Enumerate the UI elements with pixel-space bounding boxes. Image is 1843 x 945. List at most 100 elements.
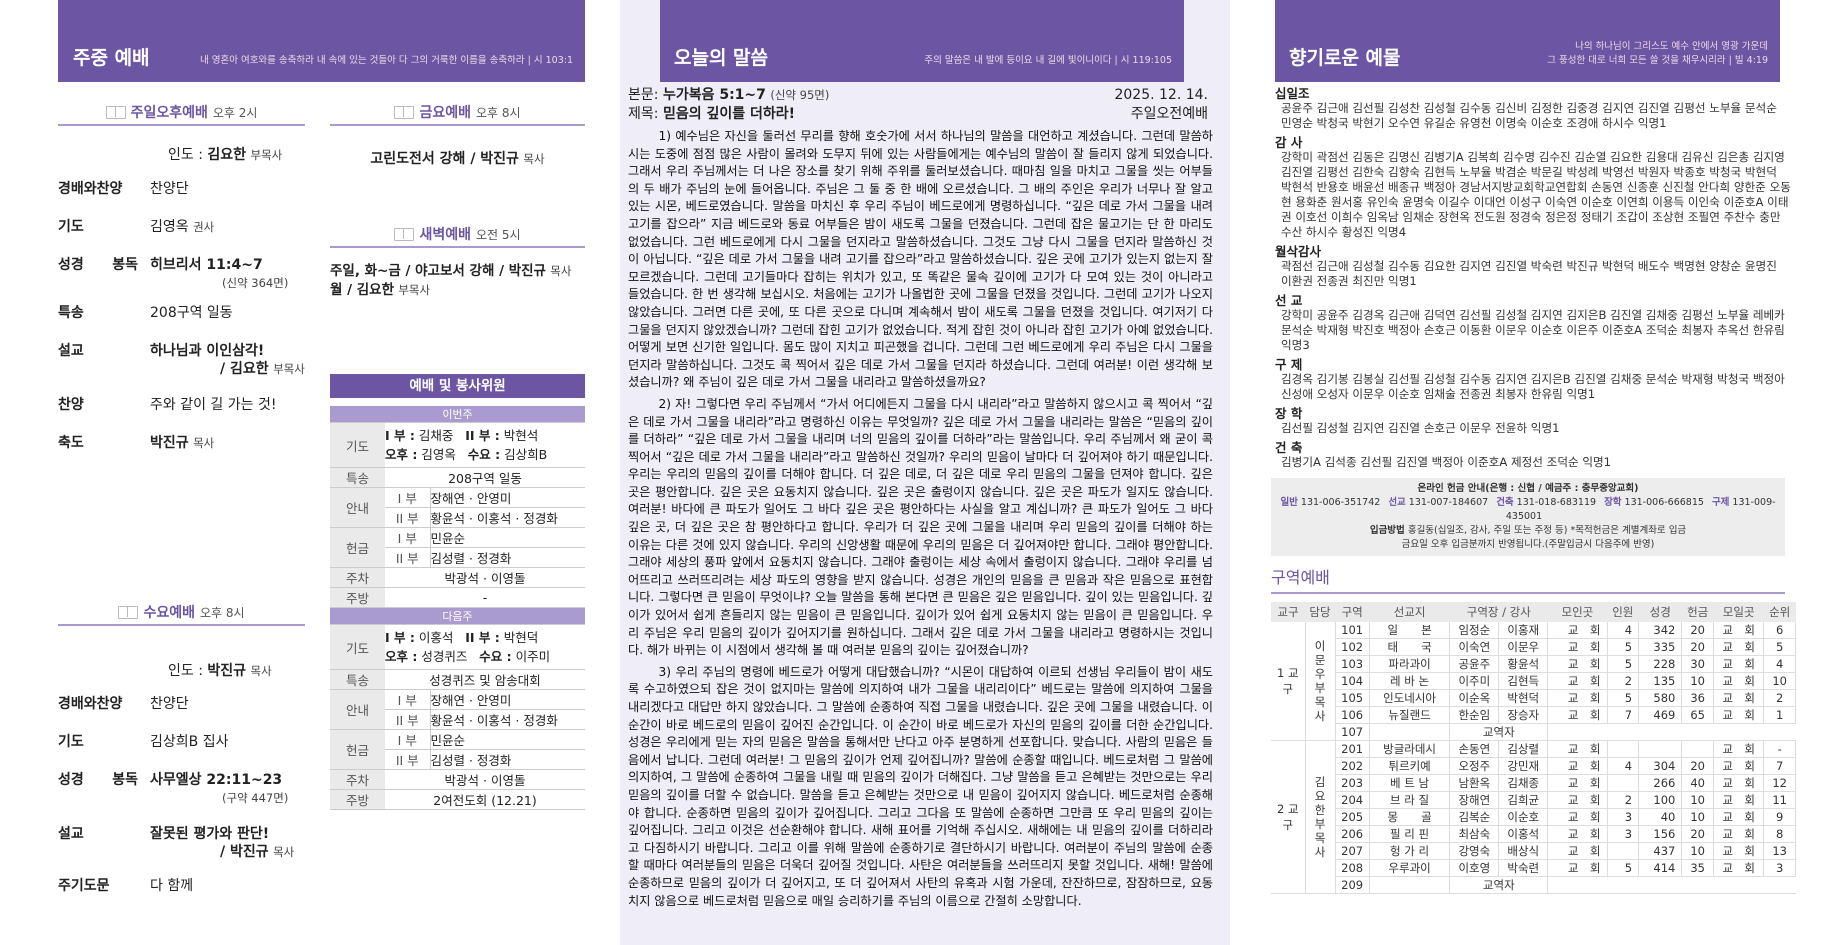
sunday-pm-section: 주일오후예배 오후 2시 인도 : 김요한 부목사 경배와찬양 찬양단 기도 김영옥 권… [58, 100, 305, 600]
offering-header: 향기로운 예물 나의 하나님이 그리스도 예수 안에서 영광 가운데 그 풍성한 … [1275, 0, 1780, 82]
offering-names: 김경옥 김기봉 김봉실 김선필 김성철 김수동 김지연 김지은B 김진열 김채중… [1281, 372, 1785, 401]
offering-category: 십일조 [1275, 86, 1310, 101]
offering-category: 장 학 [1275, 406, 1303, 421]
offering-names: 김선필 김성철 김지연 김진열 손호근 이문우 전윤하 익명1 [1281, 421, 1560, 435]
book-icon [394, 105, 415, 119]
account-type: 일반 [1280, 497, 1298, 508]
order-value: 주와 같이 길 가는 것! [150, 397, 277, 413]
sermon-panel [620, 0, 1230, 945]
sermon-panel-verse: 주의 말씀은 내 발에 등이요 내 길에 빛이니이다 | 시 119:105 [924, 55, 1172, 66]
account-type: 구제 [1711, 497, 1730, 508]
sermon-header: 오늘의 말씀 주의 말씀은 내 발에 등이요 내 길에 빛이니이다 | 시 11… [660, 0, 1184, 82]
left-header: 주중 예배 내 영혼아 여호와를 송축하라 내 속에 있는 것들아 다 그의 거… [58, 0, 585, 82]
duty-table-next-week: 다음주 기도 I 부 : 이홍석 II 부 : 박현덕 오후 : 성경퀴즈 수요 : … [330, 608, 585, 810]
column-header: 선교지 [1369, 602, 1450, 622]
table-row: 204 브 라 질 장해연 김희균 교 회 2 100 10 교 회 11 [1271, 791, 1796, 809]
order-label: 경배와찬양 [58, 696, 123, 712]
sermon-meta: 본문: 누가복음 5:1~7 (신약 95면) 2025. 12. 14. 제목:… [628, 87, 1208, 122]
offering-names: 김병기A 김석종 김선필 김진열 백정아 이준호A 제정선 조덕순 익명1 [1281, 455, 1612, 469]
left-verse: 내 영혼아 여호와를 송축하라 내 속에 있는 것들아 다 그의 거룩한 이름을… [199, 55, 573, 66]
order-preacher: / 김요한 [220, 361, 269, 377]
week-label: 이번주 [330, 406, 585, 423]
sermon-body: 1) 예수님은 자신을 둘러선 무리를 향해 호숫가에 서서 하나님의 말씀을 … [628, 128, 1213, 914]
column-header: 교구 [1271, 602, 1305, 622]
column-header: 구역 [1335, 602, 1370, 622]
book-icon [105, 105, 126, 119]
order-value: 하나님과 이인삼각! [150, 343, 265, 359]
order-item: 찬양 주와 같이 길 가는 것! [58, 396, 308, 414]
book-icon [394, 227, 415, 241]
book-icon [118, 605, 139, 619]
account-number: 131-018-683119 [1516, 497, 1597, 508]
order-note: (신약 364면) [222, 276, 289, 290]
order-item: 경배와찬양 찬양단 [58, 695, 308, 713]
order-label: 설교 [58, 826, 84, 842]
order-label: 찬양 [58, 397, 84, 413]
wednesday-heading: 수요예배 오후 8시 [58, 600, 305, 626]
friday-heading: 금요예배 오후 8시 [330, 100, 585, 126]
order-item: 성경 봉독 사무엘상 22:11~23 (구약 447면) [58, 771, 308, 807]
order-label: 기도 [58, 734, 84, 750]
duty-table-this-week: 이번주 기도 I 부 : 김채중 II 부 : 박현석 오후 : 김영옥 수요 : 김… [330, 406, 585, 608]
account-type: 장학 [1604, 497, 1622, 508]
right-column-flow: 십일조 공윤주 김근애 김선필 김성찬 김성철 김수동 김신비 김정한 김중경 김… [1271, 82, 1801, 894]
order-value: 김상희B 집사 [150, 734, 229, 750]
order-label: 성경 봉독 [58, 257, 138, 273]
order-item: 주기도문 다 함께 [58, 877, 308, 895]
order-title: 권사 [193, 220, 215, 234]
friday-section: 금요예배 오후 8시 고린도전서 강해 / 박진규 목사 [330, 100, 585, 168]
zone-title: 구역예배 [1271, 568, 1785, 594]
offering-names: 강학미 공윤주 김경옥 김근애 김덕연 김선필 김성철 김지연 김지은B 김진열… [1281, 308, 1785, 352]
order-item: 특송 208구역 일동 [58, 304, 308, 322]
order-label: 성경 봉독 [58, 772, 138, 788]
sunday-pm-leader: 인도 : 김요한 부목사 [168, 147, 283, 163]
account-number: 131-006-351742 [1300, 497, 1381, 508]
table-row: 104 레 바 논 이주미 김현득 교 회 2 135 10 교 회 10 [1271, 672, 1796, 690]
duty-section: 예배 및 봉사위원 이번주 기도 I 부 : 김채중 II 부 : 박현석 오후 : … [330, 374, 585, 810]
week-label: 다음주 [330, 608, 585, 625]
dawn-section: 새벽예배 오전 5시 주일, 화~금 / 야고보서 강해 / 박진규 목사 월 /… [330, 222, 585, 300]
account-type: 선교 [1388, 497, 1406, 508]
offering-category: 월삭감사 [1275, 244, 1322, 259]
online-offering-info: 온라인 헌금 안내(은행 : 신협 / 예금주 : 충무중앙교회) 일반 131-… [1271, 478, 1785, 556]
sermon-paragraph: 2) 자! 그렇다면 우리 주님께서 “가서 어디에든지 그물을 다시 내리라”… [628, 396, 1213, 658]
order-item: 축도 박진규 목사 [58, 434, 308, 452]
offering-category: 선 교 [1275, 293, 1303, 308]
account-number: 131-006-666815 [1624, 497, 1704, 508]
wednesday-leader: 인도 : 박진규 목사 [168, 663, 272, 679]
order-item: 설교 잘못된 평가와 판단! / 박진규 목사 [58, 825, 308, 861]
account-number: 131-009-435001 [1505, 497, 1776, 522]
offering-category: 건 축 [1275, 440, 1303, 455]
order-preacher: / 박진규 [220, 844, 269, 860]
order-note: (구약 447면) [222, 791, 289, 805]
order-item: 기도 김영옥 권사 [58, 218, 308, 236]
order-value: 잘못된 평가와 판단! [150, 826, 270, 842]
account-type: 건축 [1496, 497, 1514, 508]
order-label: 기도 [58, 219, 84, 235]
order-item: 설교 하나님과 이인삼각! / 김요한 부목사 [58, 342, 308, 378]
order-value: 찬양단 [150, 696, 189, 712]
duty-title: 예배 및 봉사위원 [330, 374, 585, 398]
order-value: 사무엘상 22:11~23 [150, 772, 283, 788]
table-row: 209 교역자 [1271, 876, 1796, 894]
account-number: 131-007-184607 [1408, 497, 1489, 508]
offering-category: 구 제 [1275, 357, 1303, 372]
column-header: 순위 [1763, 602, 1796, 622]
dawn-info: 주일, 화~금 / 야고보서 강해 / 박진규 목사 월 / 김요한 부목사 [330, 263, 572, 298]
order-value: 다 함께 [150, 878, 194, 894]
column-header: 모일곳 [1713, 602, 1764, 622]
column-header: 모인곳 [1547, 602, 1607, 622]
table-row: 107 교역자 [1271, 723, 1796, 741]
column-header: 인원 [1607, 602, 1639, 622]
offering-names: 곽점선 김근애 김성철 김수동 김요한 김지연 김진열 박숙련 박진규 박현덕 … [1281, 259, 1777, 288]
offering-lists: 십일조 공윤주 김근애 김선필 김성찬 김성철 김수동 김신비 김정한 김중경 김… [1271, 82, 1791, 470]
